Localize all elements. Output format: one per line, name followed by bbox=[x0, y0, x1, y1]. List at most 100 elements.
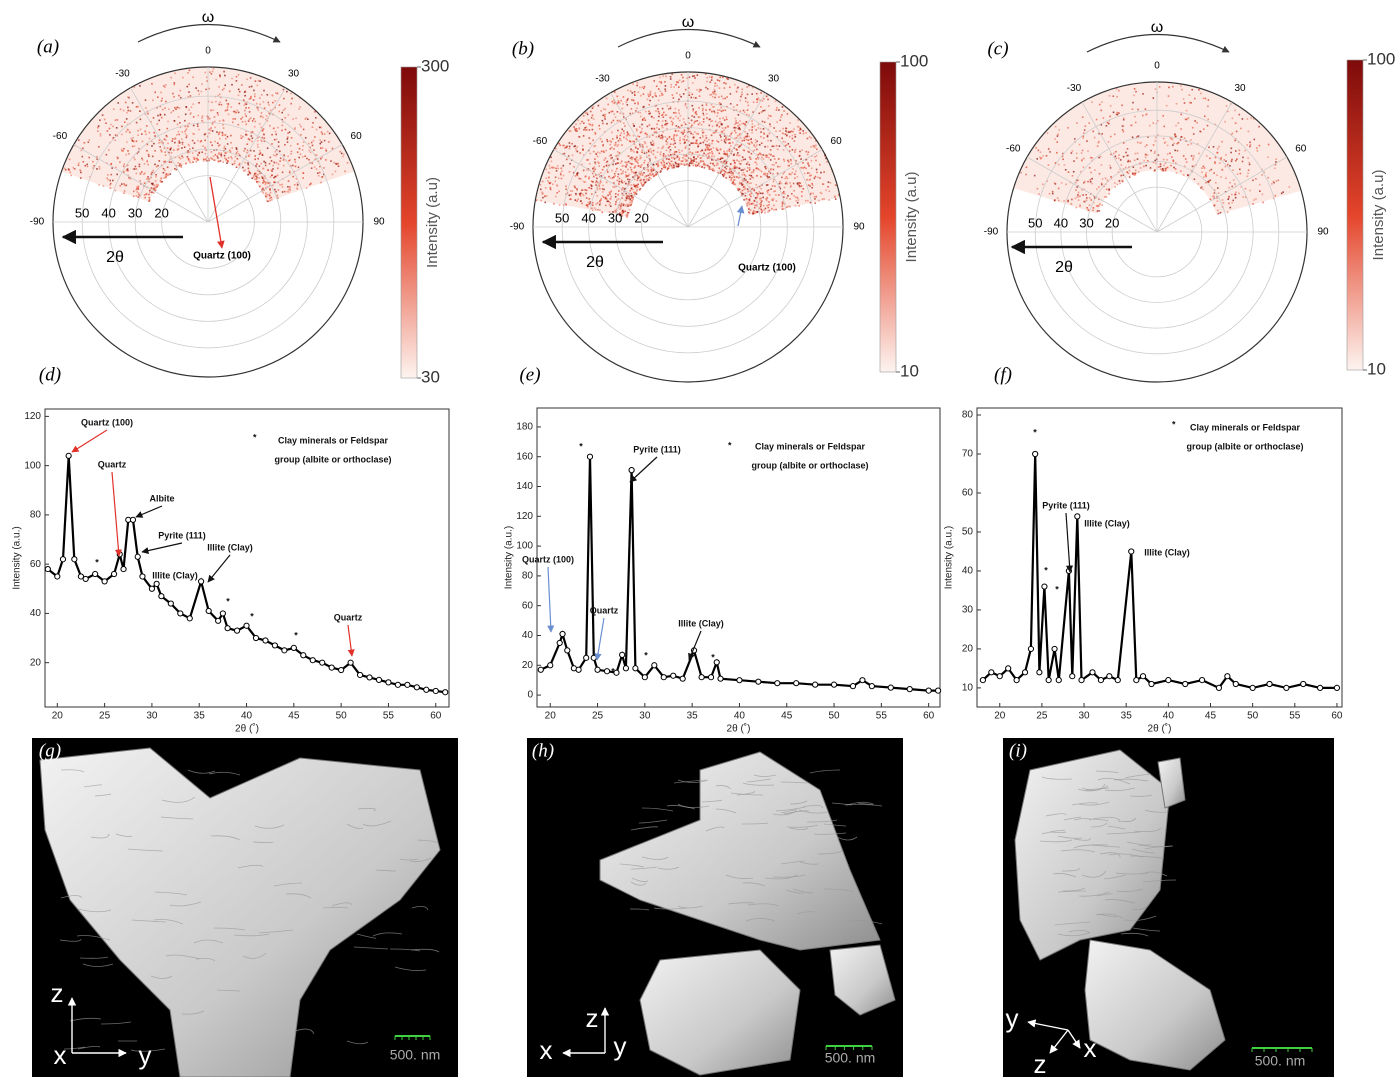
surface-texture bbox=[1095, 913, 1124, 919]
intensity-speckle bbox=[312, 122, 314, 124]
intensity-speckle bbox=[325, 150, 328, 152]
intensity-speckle bbox=[600, 110, 602, 112]
intensity-speckle bbox=[1147, 136, 1149, 138]
intensity-speckle bbox=[210, 157, 212, 159]
plot-frame bbox=[536, 407, 941, 708]
intensity-speckle bbox=[604, 118, 606, 120]
intensity-speckle bbox=[576, 150, 579, 153]
intensity-speckle bbox=[625, 214, 627, 217]
intensity-speckle bbox=[244, 109, 246, 112]
intensity-speckle bbox=[751, 129, 753, 131]
intensity-speckle bbox=[1230, 147, 1233, 150]
intensity-speckle bbox=[694, 164, 697, 166]
intensity-speckle bbox=[676, 92, 678, 94]
intensity-speckle bbox=[697, 155, 699, 158]
intensity-speckle bbox=[750, 195, 752, 198]
intensity-speckle bbox=[783, 208, 785, 210]
intensity-speckle bbox=[756, 98, 759, 101]
intensity-speckle bbox=[235, 152, 238, 154]
surface-texture bbox=[1126, 841, 1152, 846]
intensity-speckle bbox=[705, 109, 707, 111]
data-point bbox=[1045, 677, 1052, 684]
intensity-speckle bbox=[154, 187, 157, 189]
intensity-speckle bbox=[1070, 152, 1073, 154]
intensity-speckle bbox=[660, 151, 662, 153]
intensity-speckle bbox=[188, 109, 190, 111]
intensity-speckle bbox=[746, 109, 749, 111]
intensity-speckle bbox=[715, 93, 717, 96]
intensity-speckle bbox=[1154, 169, 1156, 171]
intensity-speckle bbox=[813, 196, 816, 198]
intensity-speckle bbox=[254, 80, 257, 82]
intensity-speckle bbox=[633, 166, 636, 169]
intensity-speckle bbox=[1025, 166, 1028, 169]
intensity-speckle bbox=[177, 162, 179, 164]
intensity-speckle bbox=[240, 118, 242, 120]
intensity-speckle bbox=[720, 156, 722, 159]
intensity-speckle bbox=[314, 158, 317, 161]
intensity-speckle bbox=[289, 170, 291, 172]
intensity-speckle bbox=[671, 73, 673, 75]
data-point bbox=[707, 674, 715, 681]
surface-texture bbox=[1092, 816, 1121, 821]
intensity-speckle bbox=[1208, 181, 1210, 183]
intensity-speckle bbox=[700, 123, 703, 126]
intensity-speckle bbox=[1209, 198, 1212, 201]
intensity-speckle bbox=[588, 137, 591, 139]
surface-texture bbox=[1142, 879, 1177, 883]
intensity-speckle bbox=[639, 111, 642, 114]
intensity-speckle bbox=[616, 151, 619, 153]
surface-texture bbox=[216, 989, 241, 992]
intensity-speckle bbox=[1136, 141, 1139, 144]
data-point bbox=[590, 654, 597, 661]
intensity-speckle bbox=[1246, 175, 1249, 178]
intensity-speckle bbox=[105, 153, 108, 156]
intensity-speckle bbox=[613, 99, 615, 102]
intensity-speckle bbox=[704, 73, 707, 75]
intensity-speckle bbox=[784, 133, 787, 135]
intensity-speckle bbox=[657, 164, 660, 167]
intensity-speckle bbox=[802, 130, 804, 132]
intensity-speckle bbox=[1230, 160, 1233, 163]
intensity-speckle bbox=[773, 155, 776, 157]
data-point bbox=[1041, 583, 1048, 590]
intensity-speckle bbox=[747, 150, 749, 153]
intensity-speckle bbox=[772, 145, 775, 148]
intensity-speckle bbox=[630, 184, 633, 186]
intensity-speckle bbox=[165, 139, 167, 141]
intensity-speckle bbox=[225, 99, 228, 102]
intensity-speckle bbox=[210, 109, 212, 112]
intensity-speckle bbox=[1175, 124, 1177, 127]
intensity-speckle bbox=[675, 115, 677, 118]
intensity-speckle bbox=[740, 159, 743, 162]
intensity-speckle bbox=[244, 113, 246, 115]
intensity-speckle bbox=[555, 195, 557, 198]
surface-texture bbox=[1045, 813, 1067, 817]
intensity-speckle bbox=[682, 133, 684, 135]
intensity-speckle bbox=[1097, 141, 1100, 144]
intensity-speckle bbox=[760, 111, 763, 113]
intensity-speckle bbox=[634, 186, 637, 189]
intensity-speckle bbox=[227, 105, 229, 107]
y-tick-label: 20 bbox=[522, 660, 534, 671]
colorbar-label: Intensity (a.u) bbox=[424, 177, 441, 268]
intensity-speckle bbox=[647, 162, 650, 164]
intensity-speckle bbox=[768, 170, 770, 173]
intensity-speckle bbox=[658, 112, 661, 115]
intensity-speckle bbox=[781, 137, 783, 140]
intensity-speckle bbox=[675, 134, 678, 137]
axis-label: x bbox=[1084, 1033, 1097, 1063]
intensity-speckle bbox=[618, 177, 621, 180]
intensity-speckle bbox=[688, 87, 690, 89]
intensity-speckle bbox=[1182, 98, 1185, 100]
intensity-speckle bbox=[621, 128, 623, 131]
intensity-speckle bbox=[783, 171, 786, 173]
intensity-speckle bbox=[819, 177, 821, 179]
intensity-speckle bbox=[729, 93, 732, 95]
intensity-speckle bbox=[750, 152, 753, 155]
intensity-speckle bbox=[573, 166, 575, 168]
intensity-speckle bbox=[653, 117, 655, 119]
intensity-speckle bbox=[565, 185, 567, 188]
intensity-speckle bbox=[637, 135, 639, 137]
intensity-speckle bbox=[730, 163, 732, 166]
